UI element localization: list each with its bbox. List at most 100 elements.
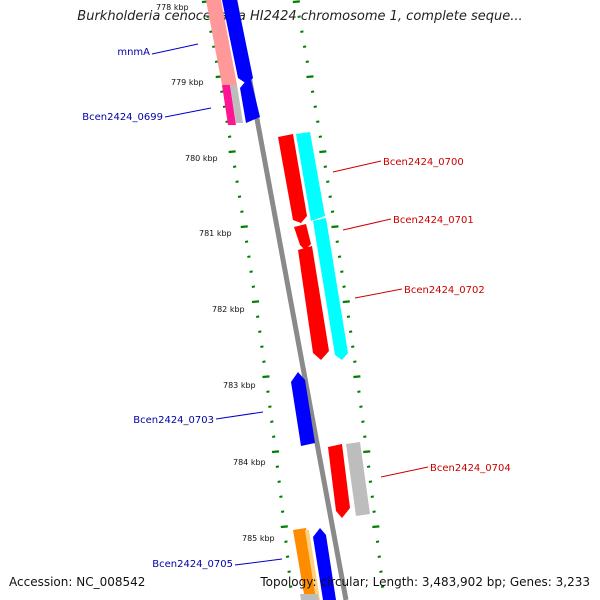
track-dash <box>380 585 385 588</box>
right-dashed-track <box>292 0 385 588</box>
track-dash <box>277 480 281 483</box>
track-dash <box>292 0 300 4</box>
Bcen2424_0705-leader <box>234 558 283 566</box>
track-dash <box>232 165 237 168</box>
track-dash <box>249 270 253 273</box>
track-dash <box>255 315 260 318</box>
gene-label-Bcen2424_0703[interactable]: Bcen2424_0703 <box>133 415 214 426</box>
gene-label-Bcen2424_0700[interactable]: Bcen2424_0700 <box>383 157 464 168</box>
Bcen2424_0703-gene[interactable] <box>291 372 315 446</box>
track-dash <box>214 60 219 63</box>
gene-label-mnmA[interactable]: mnmA <box>117 47 150 58</box>
track-dash <box>251 285 256 288</box>
Bcen2424_0703-leader <box>215 411 264 420</box>
track-dash <box>361 420 365 423</box>
kbp-tick-labels: 778 kbp 779 kbp 780 kbp 781 kbp 782 kbp … <box>156 3 275 543</box>
light-orange-feature <box>305 530 320 600</box>
track-dash <box>319 150 327 154</box>
track-dash <box>240 210 244 213</box>
track-dash <box>237 195 242 198</box>
track-dash <box>297 15 301 18</box>
track-dash <box>280 525 288 529</box>
gene-labels: mnmA Bcen2424_0699 Bcen2424_0700 Bcen242… <box>82 47 511 570</box>
tick-label-778: 778 kbp <box>156 3 189 12</box>
Bcen2424_0702-gene[interactable] <box>298 246 329 360</box>
track-dash <box>262 375 270 379</box>
tick-label-783: 783 kbp <box>223 381 256 390</box>
left-dashed-track <box>201 0 293 588</box>
track-dash <box>368 480 373 483</box>
gene-label-Bcen2424_0701[interactable]: Bcen2424_0701 <box>393 215 474 226</box>
track-dash <box>287 570 291 573</box>
track-dash <box>323 165 328 168</box>
track-dash <box>335 240 339 243</box>
magenta-feature <box>222 85 236 125</box>
track-dash <box>359 405 363 408</box>
track-dash <box>251 300 260 304</box>
Bcen2424_0701-leader <box>342 218 392 231</box>
track-dash <box>310 90 315 93</box>
track-dash <box>363 450 371 454</box>
track-dash <box>258 330 262 333</box>
track-dash <box>244 240 249 243</box>
track-dash <box>266 390 270 393</box>
track-dash <box>305 60 310 63</box>
track-dash <box>363 435 367 438</box>
track-dash <box>268 405 272 408</box>
gray-feature-bottom <box>300 594 319 600</box>
track-dash <box>342 300 350 304</box>
track-dash <box>346 315 351 318</box>
track-dash <box>351 345 355 348</box>
track-dash <box>328 195 332 198</box>
track-dash <box>220 90 224 93</box>
track-dash <box>288 585 293 588</box>
track-dash <box>271 450 280 454</box>
gray-feature-top <box>230 85 243 123</box>
mnmA-gene[interactable] <box>222 0 253 84</box>
track-dash <box>353 375 361 379</box>
Bcen2424_0701-gene[interactable] <box>294 224 311 250</box>
Bcen2424_0704-gene[interactable] <box>328 444 350 518</box>
track-dash <box>357 390 361 393</box>
gray-feature-0704 <box>346 442 370 516</box>
track-dash <box>326 180 330 183</box>
track-dash <box>227 135 232 138</box>
track-dash <box>285 555 290 558</box>
track-dash <box>284 540 288 543</box>
gene-label-Bcen2424_0702[interactable]: Bcen2424_0702 <box>404 285 485 296</box>
track-dash <box>337 255 342 258</box>
cyan-feature-1 <box>296 132 325 221</box>
mnmA-leader <box>151 43 199 55</box>
tick-label-782: 782 kbp <box>212 305 245 314</box>
Bcen2424_0700-gene[interactable] <box>278 134 307 223</box>
track-dash <box>260 345 264 348</box>
track-dash <box>275 465 280 468</box>
Bcen2424_0705-gene[interactable] <box>313 528 336 600</box>
track-dash <box>235 180 239 183</box>
gene-label-Bcen2424_0699[interactable]: Bcen2424_0699 <box>82 112 163 123</box>
track-dash <box>348 330 353 333</box>
track-dash <box>330 210 335 213</box>
gene-label-Bcen2424_0705[interactable]: Bcen2424_0705 <box>152 559 233 570</box>
track-dash <box>302 45 307 48</box>
track-dash <box>313 105 317 108</box>
gene-label-Bcen2424_0704[interactable]: Bcen2424_0704 <box>430 463 511 474</box>
track-dash <box>331 225 339 229</box>
tick-label-779: 779 kbp <box>171 78 204 87</box>
track-dash <box>377 555 381 558</box>
Bcen2424_0702-leader <box>354 288 403 299</box>
track-dash <box>375 540 380 543</box>
gene-features <box>206 0 370 600</box>
track-dash <box>272 435 276 438</box>
tick-label-780: 780 kbp <box>185 154 218 163</box>
track-dash <box>316 120 320 123</box>
track-dash <box>270 420 274 423</box>
Bcen2424_0699-gene[interactable] <box>240 80 260 123</box>
pink-feature <box>206 0 237 85</box>
track-dash <box>240 225 248 229</box>
track-dash <box>247 255 251 258</box>
track-dash <box>353 360 357 363</box>
Bcen2424_0704-leader <box>380 466 429 478</box>
orange-feature <box>293 528 318 600</box>
